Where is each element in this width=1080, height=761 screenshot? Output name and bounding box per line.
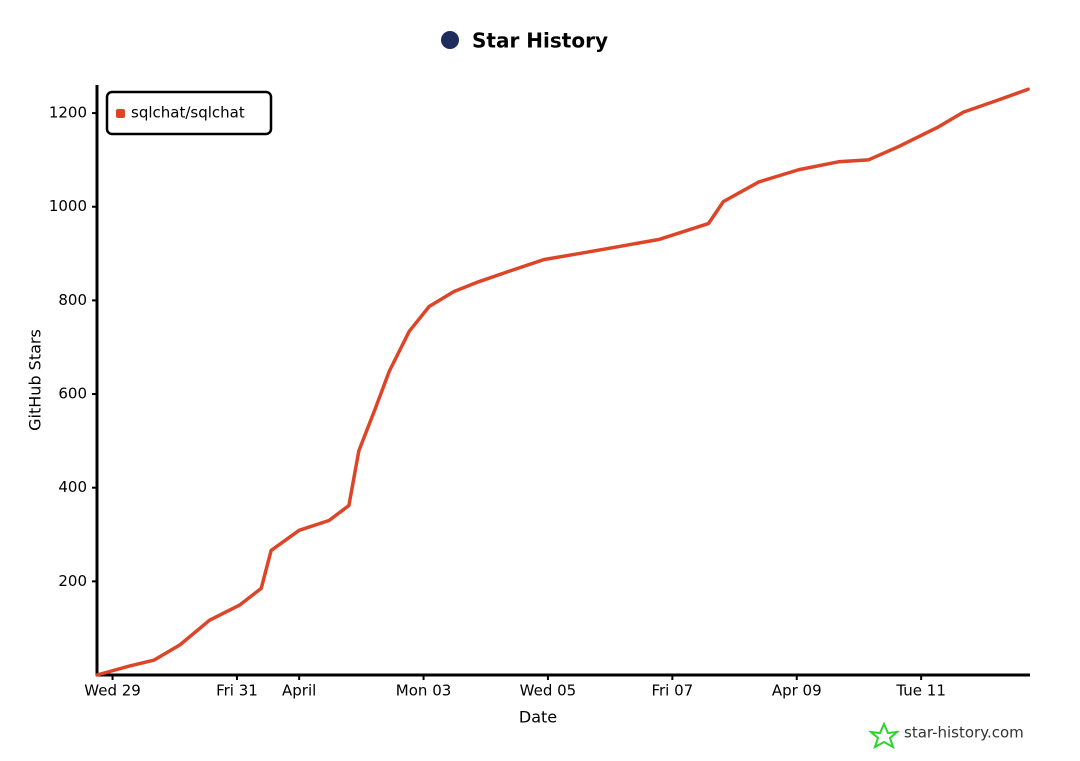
chart-title: Star History xyxy=(472,29,608,53)
y-tick-label: 200 xyxy=(58,572,87,590)
y-tick-label: 400 xyxy=(58,478,87,496)
x-tick-label: Wed 05 xyxy=(520,682,577,700)
x-tick-label: Apr 09 xyxy=(772,682,822,700)
x-axis-label: Date xyxy=(519,708,557,727)
legend-label: sqlchat/sqlchat xyxy=(131,104,245,122)
x-tick-label: April xyxy=(282,682,316,700)
y-tick-label: 1200 xyxy=(49,104,87,122)
legend-box xyxy=(105,90,273,136)
line xyxy=(95,87,1030,677)
y-axis-label: GitHub Stars xyxy=(26,329,45,431)
y-tick-label: 1000 xyxy=(49,197,87,215)
x-tick-label: Fri 31 xyxy=(216,682,258,700)
legend-swatch xyxy=(116,109,125,118)
x-tick-label: Mon 03 xyxy=(396,682,451,700)
x-tick-label: Tue 11 xyxy=(895,682,945,700)
watermark: star-history.com xyxy=(904,724,1024,742)
y-tick-label: 800 xyxy=(58,291,87,309)
y-tick-label: 600 xyxy=(58,385,87,403)
logo xyxy=(441,31,459,49)
watermark-icon xyxy=(867,721,901,750)
x-tick-label: Wed 29 xyxy=(84,682,141,700)
x-tick-label: Fri 07 xyxy=(651,682,693,700)
